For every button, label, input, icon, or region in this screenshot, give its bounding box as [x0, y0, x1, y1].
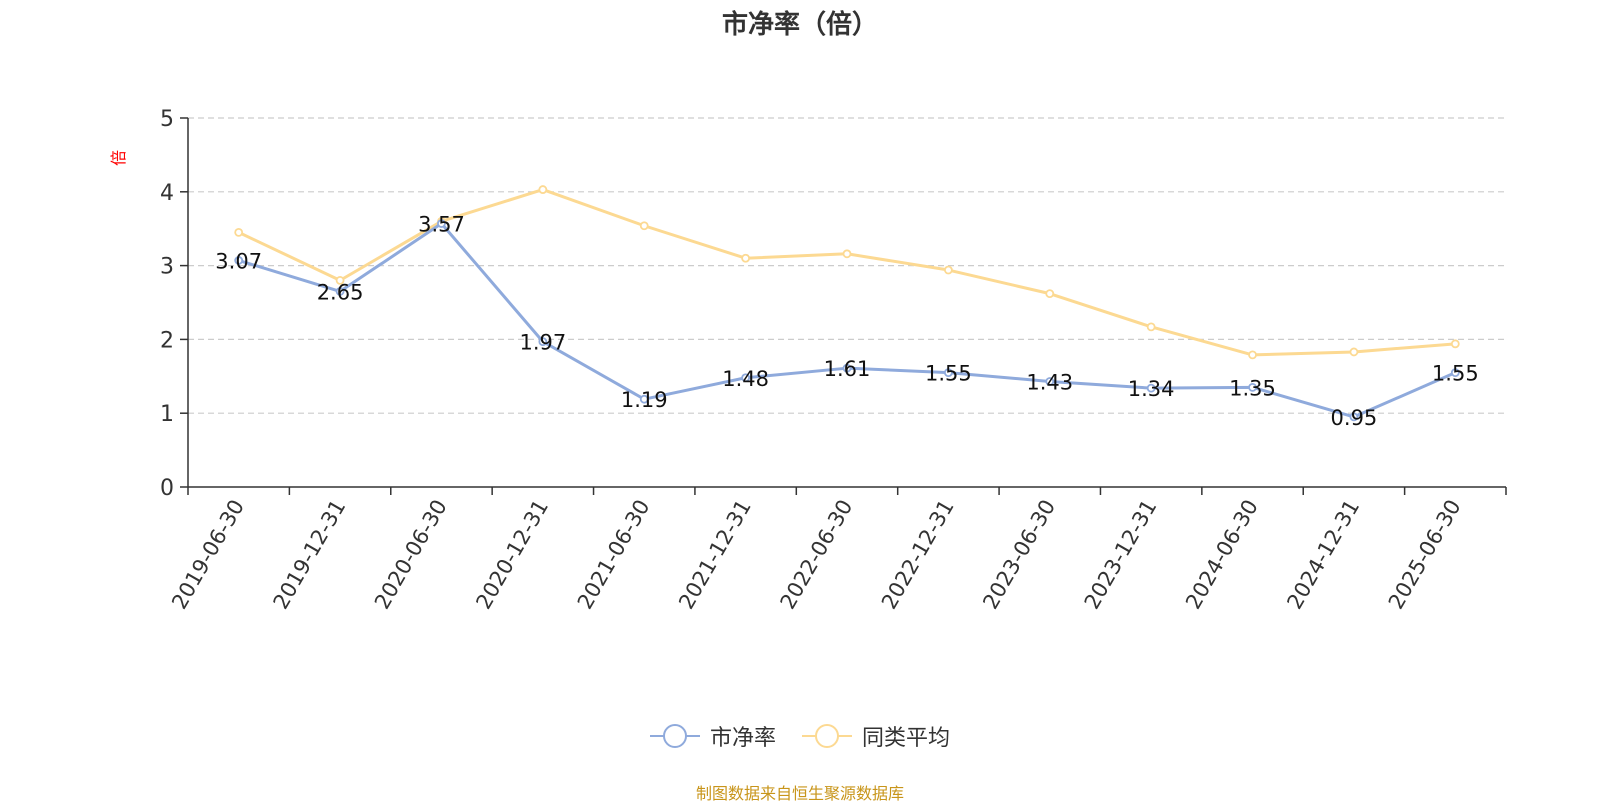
x-tick-label: 2019-12-31	[269, 496, 351, 614]
legend-item-pb[interactable]: 市净率	[649, 720, 776, 752]
data-label: 1.48	[722, 367, 769, 391]
data-point-0	[943, 368, 953, 378]
x-tick-label: 2025-06-30	[1384, 496, 1466, 614]
data-point-0	[1146, 383, 1156, 393]
data-label: 3.07	[215, 249, 262, 273]
data-label: 1.55	[1432, 362, 1479, 386]
data-label: 1.43	[1026, 370, 1073, 394]
legend: 市净率 同类平均	[0, 720, 1600, 752]
x-tick-label: 2022-12-31	[877, 496, 959, 614]
data-point-0	[335, 287, 345, 296]
legend-label-pb: 市净率	[709, 726, 776, 751]
x-tick-label: 2020-06-30	[370, 496, 452, 614]
y-tick-label: 2	[160, 328, 174, 353]
y-tick-label: 1	[160, 402, 174, 427]
data-point-1	[639, 221, 649, 231]
data-label: 1.35	[1229, 376, 1276, 400]
chart-title: 市净率（倍）	[721, 10, 878, 40]
data-label: 3.57	[418, 213, 465, 237]
legend-marker-pb	[649, 724, 700, 748]
data-point-1	[741, 253, 751, 263]
x-tick-label: 2023-12-31	[1080, 496, 1162, 614]
y-tick-label: 4	[160, 181, 174, 206]
data-point-0	[1450, 368, 1460, 378]
y-tick-label: 5	[160, 107, 174, 132]
data-label: 1.55	[925, 362, 972, 386]
x-tick-label: 2022-06-30	[776, 496, 858, 614]
data-point-1	[538, 185, 548, 194]
data-point-0	[1045, 377, 1055, 386]
legend-label-peer-average: 同类平均	[862, 726, 951, 751]
data-point-1	[234, 227, 244, 237]
y-tick-label: 3	[160, 255, 174, 280]
source-note: 制图数据来自恒生聚源数据库	[695, 784, 904, 803]
data-point-0	[842, 363, 852, 373]
x-tick-label: 2024-06-30	[1181, 496, 1263, 614]
data-point-1	[1248, 350, 1257, 360]
legend-item-peer-average[interactable]: 同类平均	[802, 720, 950, 752]
data-point-1	[1450, 339, 1460, 349]
data-label: 2.65	[317, 280, 364, 304]
data-label: 0.95	[1331, 406, 1378, 430]
data-label: 1.97	[519, 331, 566, 355]
data-point-1	[1349, 347, 1359, 357]
x-tick-label: 2021-06-30	[573, 496, 655, 614]
data-label: 1.61	[824, 357, 871, 381]
data-point-0	[437, 219, 446, 228]
data-point-0	[741, 373, 751, 383]
data-point-1	[1146, 322, 1156, 332]
data-label: 1.34	[1128, 377, 1175, 401]
data-point-0	[1248, 382, 1257, 392]
y-tick-label: 0	[160, 476, 174, 501]
data-point-1	[943, 265, 953, 275]
y-axis-label: 倍	[109, 150, 128, 166]
data-point-0	[538, 337, 548, 347]
data-point-1	[335, 275, 345, 285]
legend-marker-peer-average	[802, 724, 852, 748]
x-tick-label: 2023-06-30	[978, 496, 1060, 614]
data-point-0	[234, 256, 244, 265]
x-tick-label: 2020-12-31	[471, 496, 553, 614]
data-point-1	[1045, 289, 1055, 299]
x-tick-label: 2024-12-31	[1282, 496, 1364, 614]
data-point-1	[842, 249, 852, 259]
data-label: 1.19	[621, 388, 668, 412]
x-tick-label: 2021-12-31	[674, 496, 756, 614]
x-tick-label: 2019-06-30	[167, 496, 249, 614]
data-point-0	[639, 394, 649, 404]
data-point-0	[1349, 412, 1359, 422]
